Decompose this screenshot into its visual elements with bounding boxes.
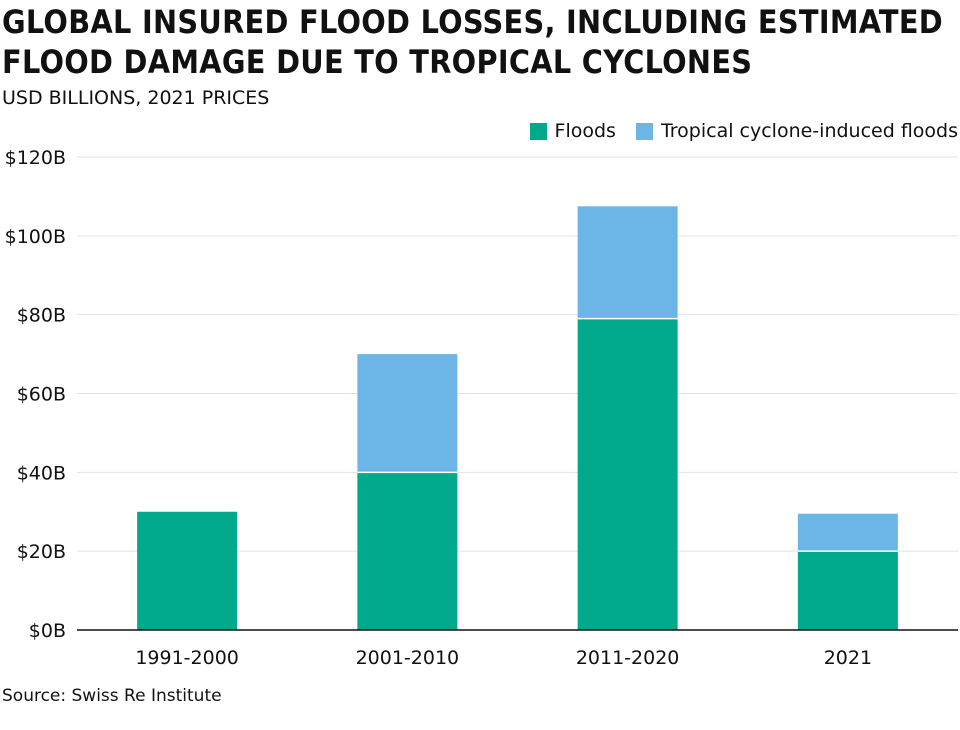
bar-tropical (357, 354, 458, 473)
bar-floods (577, 318, 678, 630)
x-tick-label: 2021 (824, 647, 872, 669)
bar-floods (137, 511, 238, 630)
y-tick-label: $100B (5, 226, 66, 248)
legend-item-floods: Floods (529, 120, 616, 142)
y-tick-label: $60B (17, 384, 66, 406)
chart-title: GLOBAL INSURED FLOOD LOSSES, INCLUDING E… (2, 3, 944, 81)
bar-tropical (797, 513, 898, 552)
legend-label-tropical: Tropical cyclone-induced floods (660, 120, 958, 142)
y-tick-label: $80B (17, 305, 66, 327)
legend-swatch-floods (529, 122, 547, 140)
legend-item-tropical: Tropical cyclone-induced floods (635, 120, 958, 142)
legend: Floods Tropical cyclone-induced floods (510, 120, 958, 142)
x-tick-label: 1991-2000 (135, 647, 239, 669)
source-note: Source: Swiss Re Institute (2, 686, 222, 706)
y-tick-label: $20B (17, 541, 66, 563)
y-tick-label: $120B (5, 147, 66, 169)
y-tick-label: $0B (29, 620, 66, 642)
x-tick-label: 2011-2020 (576, 647, 680, 669)
y-tick-label: $40B (17, 462, 66, 484)
bar-tropical (577, 206, 678, 319)
x-tick-label: 2001-2010 (356, 647, 460, 669)
chart-subtitle: USD BILLIONS, 2021 PRICES (2, 87, 270, 109)
bar-floods (357, 472, 458, 630)
legend-label-floods: Floods (554, 120, 616, 142)
legend-swatch-tropical (635, 122, 653, 140)
bar-floods (797, 551, 898, 630)
